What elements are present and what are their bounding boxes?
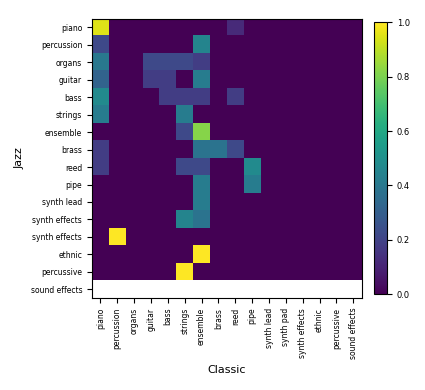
X-axis label: Classic: Classic [207,365,246,375]
Y-axis label: Jazz: Jazz [15,147,25,169]
